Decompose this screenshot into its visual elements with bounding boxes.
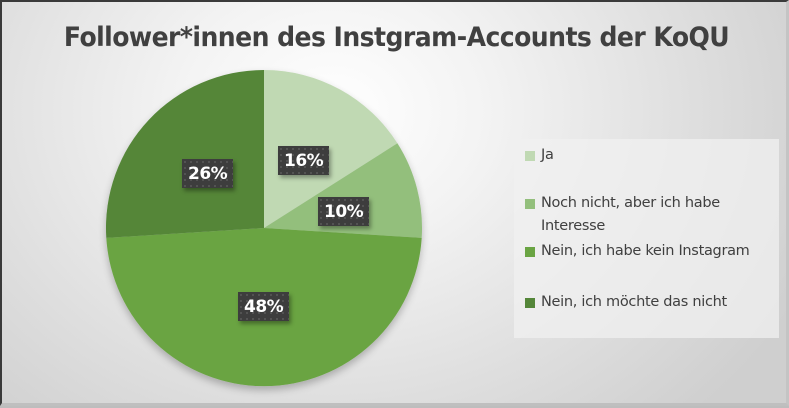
legend-label: Nein, ich möchte das nicht <box>541 294 727 310</box>
data-label-kein-instagram: 48% <box>238 292 290 321</box>
legend-label: Ja <box>541 147 554 163</box>
legend-swatch <box>525 298 535 308</box>
data-label-ja: 16% <box>278 146 330 175</box>
chart-title: Follower*innen des Instgram-Accounts der… <box>63 22 730 53</box>
data-label-noch-nicht: 10% <box>318 197 370 226</box>
pie-slice-noch-nicht[interactable] <box>264 143 423 238</box>
data-label-moechte-nicht: 26% <box>182 159 234 188</box>
legend-item-ja[interactable]: Ja <box>525 144 771 167</box>
legend-swatch <box>525 151 535 161</box>
legend-label: Noch nicht, aber ich habe Interesse <box>541 195 720 234</box>
legend-swatch <box>525 199 535 209</box>
legend-label: Nein, ich habe kein Instagram <box>541 243 750 259</box>
legend-swatch <box>525 247 535 257</box>
legend-item-kein-instagram[interactable]: Nein, ich habe kein Instagram <box>525 240 771 263</box>
legend-item-moechte-nicht[interactable]: Nein, ich möchte das nicht <box>525 291 771 314</box>
legend-item-noch-nicht[interactable]: Noch nicht, aber ich habe Interesse <box>525 192 746 238</box>
pie-slice-ja[interactable] <box>264 70 398 228</box>
pie-slice-moechte-nicht[interactable] <box>105 70 264 238</box>
chart-legend: Ja Noch nicht, aber ich habe Interesse N… <box>514 139 779 338</box>
